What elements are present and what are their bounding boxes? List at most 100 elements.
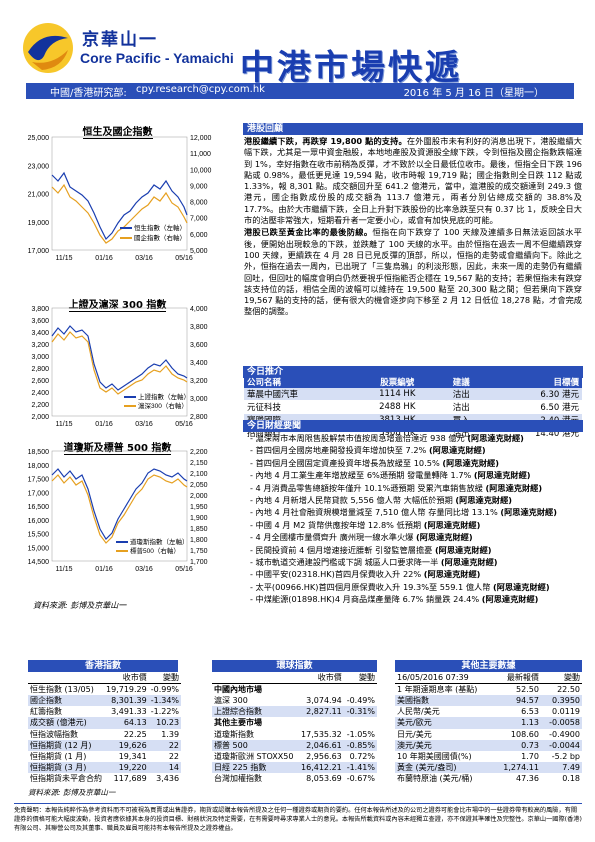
axis-tick-label: 2,800 [31,366,49,373]
table-row: 恒指期貨 (1 月) 19,341 22 [30,752,180,762]
table-row: 道瓊斯歐洲 STOXX50 2,956.63 0.72% [214,752,375,762]
world-index-table: 環球指數 收市價 變動 中國內地市場 滬深 300 3,074.94 -0.49% 上證綜… [212,660,377,784]
axis-tick-label: 17,500 [28,477,50,484]
table-row: 國企指數 8,301.39 -1.34% [28,695,182,707]
axis-tick-label: 1,800 [190,537,208,544]
legend-hsi: 恒生指數（左軸） [134,223,186,232]
table-row: 布蘭特原油 (美元/桶) 47.36 0.18 [397,774,580,784]
table-row: 日元/美元 108.60 -0.4900 [397,729,580,739]
axis-tick-label: 18,500 [28,449,50,456]
news-item[interactable]: - 民間投資前 4 個月增速接近腰斬 引發監管層擔憂 (阿思達克財經) [250,544,492,555]
chart-plot: 25,000 23,000 21,000 19,000 17,000 12,000 11,0… [28,135,212,262]
axis-tick-label: 14,500 [28,559,50,566]
hk-table-source: 資料來源: 彭博及京華山一 [28,787,116,797]
axis-tick-label: 1,850 [190,526,208,533]
axis-tick-label: 23,000 [28,163,50,170]
legend-csi300: 滬深300（右軸） [138,401,188,410]
axis-tick-label: 17,000 [28,248,50,255]
news-item[interactable]: - 滬深兩市本周限售股解禁市值按周急增逾倍達近 938 億元 (阿思達克財經) [250,433,524,443]
news-item[interactable]: - 內地 4 月新增人民幣貸款 5,556 億人幣 大幅低於預期 (阿思達克財經… [250,495,512,506]
chart-shcomp-csi300: 上證及滬深 300 指數 3,800 3,600 3,400 3,200 3,000 2,… [20,300,215,440]
page-title: 中港市場快遞 [240,48,462,88]
pick-cell: 華晨中國汽車 [244,388,356,401]
axis-tick-label: 2,050 [190,482,208,489]
axis-tick-label: 05/16 [175,421,193,428]
axis-tick-label: 3,400 [190,360,208,367]
axis-tick-label: 6,000 [190,232,208,239]
news-item[interactable]: - 首四個月全國固定資產投資年增長為放緩至 10.5% (阿思達克財經) [250,457,499,468]
axis-tick-label: 01/16 [95,566,113,573]
chart-title: 上證及滬深 300 指數 [68,300,167,312]
market-review-text: 港股繼續下跌，再跌穿 19,800 點的支持。在外圍股市未有利好的消息出現下，港… [244,136,582,319]
pick-cell: 6.30 港元 [483,388,582,401]
axis-tick-label: 05/16 [175,255,193,262]
table-row: 美元/歐元 1.13 -0.0058 [395,717,582,729]
table-row: 10 年期美國國債(%) 1.70 -5.2 bp [397,752,580,762]
brand-name-cn: 京華山一 [82,30,158,50]
chart-plot: 3,800 3,600 3,400 3,200 3,000 2,800 2,600 2,400… [31,306,208,428]
col-target: 目標價 [483,376,582,388]
pick-cell: 沽出 [438,400,484,414]
legend-dji: 道瓊斯指數（左軸） [130,537,189,546]
news-item[interactable]: - 太平(00966.HK)首四個月原保費收入升 19.3%至 559.1 億人… [250,581,550,592]
axis-tick-label: 8,000 [190,200,208,207]
other-table-header: 其他主要數據 [395,660,582,672]
hk-index-table: 香港指數 收市價 變動 恒生指數 (13/05) 19,719.29 -0.99% 國企… [28,660,182,797]
axis-tick-label: 16,500 [28,504,50,511]
table-row: 中國內地市場 [214,685,262,694]
report-date: 2016 年 5 月 16 日（星期一） [403,88,544,99]
axis-tick-label: 1,750 [190,548,208,555]
world-table-header: 環球指數 [212,660,377,672]
table-row: 日經 225 指數 16,412.21 -1.41% [212,762,377,774]
axis-tick-label: 2,000 [31,414,49,421]
legend-spx: 標普500（右軸） [130,546,180,555]
axis-tick-label: 05/16 [175,566,193,573]
table-row: 台灣加權指數 8,053.69 -0.67% [214,774,375,784]
news-item[interactable]: - 中國平安(02318.HK)首四月保費收入升 22% (阿思達克財經) [250,569,481,580]
news-item[interactable]: - 中煤能源(01898.HK)4 月商品煤產量降 6.7% 銷量跌 24.4%… [250,594,539,605]
pick-cell: 元征科技 [244,400,356,414]
axis-tick-label: 3,600 [190,342,208,349]
hsi-series-line [51,171,188,241]
axis-tick-label: 03/16 [135,421,153,428]
col-code: 股票編號 [355,376,439,388]
table-row: 紅籌指數 3,491.33 -1.22% [30,707,180,717]
disclaimer: 免責聲明：本報告純粹作為參考資料而不可被視為買賣或出售證券，期貨或認購本報告所提… [14,803,582,833]
company-logo [23,23,73,73]
news-item[interactable]: - 內地 4 月工業生產年增放緩至 6%遜預期 發電量轉降 1.7% (阿思達克… [250,470,531,481]
axis-tick-label: 3,600 [31,318,49,325]
news-item[interactable]: - 內地 4 月社會融資規模增量減至 7,510 億人幣 存量同比增 13.1%… [250,507,557,518]
axis-tick-label: 15,000 [28,545,50,552]
dept-label: 中國/香港研究部: [50,88,127,99]
legend-shcomp: 上證指數（左軸） [138,392,190,401]
axis-tick-label: 3,200 [31,342,49,349]
news-item[interactable]: - 中國 4 月 M2 貨幣供應按年增 12.8% 低預期 (阿思達克財經) [250,519,481,530]
axis-tick-label: 3,800 [31,306,49,313]
spx-series-line [51,474,188,544]
email-link[interactable]: cpy.research@cpy.com.hk [136,84,265,95]
axis-tick-label: 12,000 [190,135,212,142]
table-row: 恒指波幅指數 22.25 1.39 [30,729,180,739]
axis-tick-label: 21,000 [28,192,50,199]
news-item[interactable]: - 城市軌道交通建設門檻或下調 城區人口要求降一半 (阿思達克財經) [250,557,498,568]
other-data-table: 其他主要數據 16/05/2016 07:39 最新報價 變動 1 年期遠期息率 (… [395,660,582,784]
axis-tick-label: 01/16 [95,421,113,428]
news-item[interactable]: - 首四個月全國房地產開發投資年增加快至 7.2% (阿思達克財經) [250,445,486,456]
table-row: 恒指期貨 (12 月) 19,626 22 [28,739,182,751]
dji-series-line [51,468,188,540]
axis-tick-label: 18,000 [28,463,50,470]
table-row: 恒指期貨未平倉合約 117,689 3,436 [30,774,180,784]
col-company: 公司名稱 [244,376,356,388]
pick-cell: 6.50 港元 [483,400,582,414]
chart-dji-spx: 道瓊斯及標普 500 指數 18,500 18,000 17,500 17,000 16… [20,443,215,585]
axis-tick-label: 4,000 [190,306,208,313]
axis-tick-label: 9,000 [190,183,208,190]
hk-table-header: 香港指數 [28,660,178,672]
news-item[interactable]: - 4 月全國樓市量價齊升 廣州現一線水準火爆 (阿思達克財經) [250,532,473,543]
news-item[interactable]: - 4 月消費品零售總額按年僅升 10.1%遜預期 受累汽車銷售放緩 (阿思達克… [250,482,543,493]
axis-tick-label: 1,700 [190,559,208,566]
pick-cell: 2488 HK [355,400,439,414]
para1-body: 在外圍股市未有利好的消息出現下，港股繼續大幅下跌，尤其是一眾中資金融股，本地地產… [244,136,582,226]
table-row: 美國指數 94.57 0.3950 [395,695,582,707]
finance-news-list: - 滬深兩市本周限售股解禁市值按周急增逾倍達近 938 億元 (阿思達克財經) -… [250,432,582,606]
